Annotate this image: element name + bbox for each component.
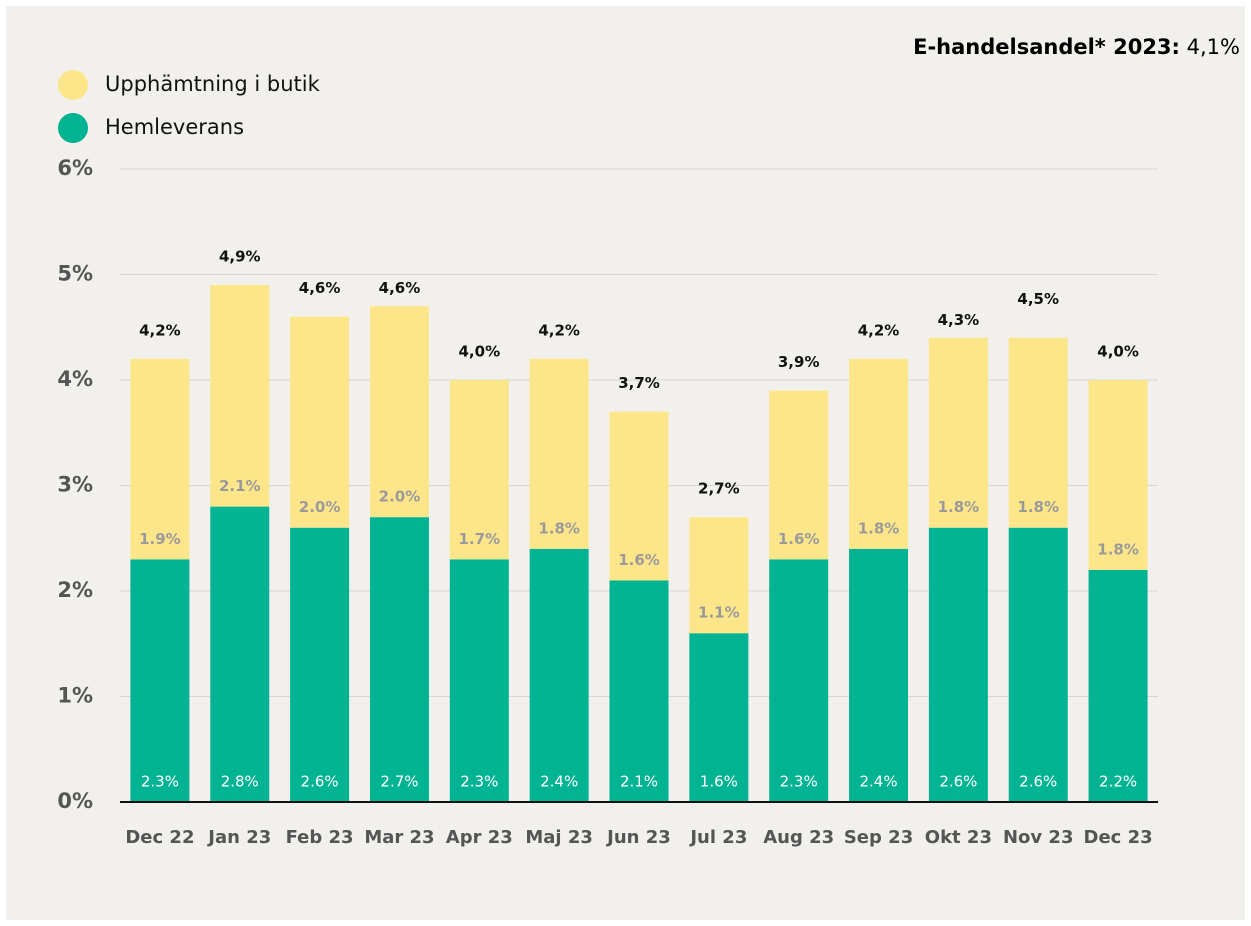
segment-label: 2.2% — [1099, 773, 1137, 791]
bar-segment — [369, 306, 429, 518]
total-label: 4,0% — [459, 343, 501, 361]
x-tick-label: Jun 23 — [605, 827, 671, 848]
x-tick-label: Mar 23 — [364, 827, 434, 848]
annotation-value: 4,1% — [1187, 35, 1240, 59]
bar-segment — [609, 411, 669, 581]
y-tick-label: 1% — [57, 684, 93, 708]
segment-label: 2.0% — [299, 498, 341, 516]
y-tick-label: 3% — [57, 473, 93, 497]
legend-label: Upphämtning i butik — [105, 72, 321, 96]
bar-segment — [210, 506, 270, 802]
segment-label: 2.4% — [859, 773, 897, 791]
y-tick-label: 6% — [57, 156, 93, 180]
segment-label: 1.8% — [1017, 498, 1059, 516]
segment-label: 1.6% — [700, 773, 738, 791]
annotation-label: E-handelsandel* 2023: — [913, 35, 1180, 59]
segment-label: 2.3% — [141, 773, 179, 791]
bar-segment — [290, 527, 350, 802]
bar-segment — [928, 527, 988, 802]
segment-label: 2.7% — [380, 773, 418, 791]
total-label: 3,9% — [778, 353, 820, 371]
x-tick-label: Aug 23 — [763, 827, 834, 848]
x-tick-label: Sep 23 — [844, 827, 913, 848]
total-label: 4,9% — [219, 248, 261, 266]
bar-segment — [849, 548, 909, 802]
segment-label: 1.8% — [938, 498, 980, 516]
segment-label: 1.7% — [459, 530, 501, 548]
bar-segment — [369, 517, 429, 802]
y-tick-label: 2% — [57, 578, 93, 602]
segment-label: 2.6% — [301, 773, 339, 791]
x-tick-label: Jul 23 — [688, 827, 747, 848]
annotation: E-handelsandel* 2023: 4,1% — [913, 35, 1240, 59]
segment-label: 2.8% — [221, 773, 259, 791]
bar-segment — [769, 559, 829, 802]
y-tick-label: 5% — [57, 262, 93, 286]
segment-label: 2.4% — [540, 773, 578, 791]
bar-segment — [609, 580, 669, 802]
legend-swatch — [58, 70, 88, 100]
bar-segment — [529, 548, 589, 802]
x-tick-label: Dec 22 — [125, 827, 194, 848]
total-label: 4,5% — [1017, 290, 1059, 308]
bar-segment — [290, 316, 350, 528]
x-tick-label: Nov 23 — [1003, 827, 1073, 848]
bar-segment — [1088, 569, 1148, 802]
total-label: 4,6% — [299, 279, 341, 297]
segment-label: 2.1% — [620, 773, 658, 791]
segment-label: 1.6% — [778, 530, 820, 548]
bar-segment — [1008, 337, 1068, 528]
total-label: 4,3% — [938, 311, 980, 329]
x-tick-label: Okt 23 — [925, 827, 992, 848]
segment-label: 2.6% — [939, 773, 977, 791]
bar-segment — [689, 517, 749, 634]
segment-label: 1.1% — [698, 604, 740, 622]
y-tick-label: 0% — [57, 789, 93, 813]
legend-label: Hemleverans — [105, 115, 244, 139]
bar-segment — [449, 559, 509, 802]
x-tick-label: Feb 23 — [286, 827, 354, 848]
total-label: 3,7% — [618, 374, 660, 392]
bar-segment — [1008, 527, 1068, 802]
segment-label: 2.3% — [780, 773, 818, 791]
bar-segment — [130, 559, 190, 802]
segment-label: 1.8% — [858, 519, 900, 537]
x-tick-label: Maj 23 — [525, 827, 593, 848]
segment-label: 2.1% — [219, 477, 261, 495]
total-label: 4,2% — [858, 321, 900, 339]
segment-label: 1.8% — [538, 519, 580, 537]
bar-segment — [1088, 380, 1148, 570]
bar-segment — [849, 358, 909, 549]
total-label: 4,2% — [538, 321, 580, 339]
segment-label: 2.6% — [1019, 773, 1057, 791]
total-label: 2,7% — [698, 480, 740, 498]
segment-label: 2.0% — [379, 488, 421, 506]
legend-swatch — [58, 113, 88, 143]
bar-segment — [449, 380, 509, 560]
bar-segment — [928, 337, 988, 528]
x-tick-label: Apr 23 — [446, 827, 513, 848]
segment-label: 2.3% — [460, 773, 498, 791]
bar-segment — [130, 358, 190, 560]
x-tick-label: Dec 23 — [1084, 827, 1153, 848]
total-label: 4,2% — [139, 321, 181, 339]
bar-segment — [769, 390, 829, 560]
bar-segment — [689, 633, 749, 802]
segment-label: 1.8% — [1097, 540, 1139, 558]
bar-segment — [529, 358, 589, 549]
total-label: 4,6% — [379, 279, 421, 297]
total-label: 4,0% — [1097, 343, 1139, 361]
bar-segment — [210, 285, 270, 507]
segment-label: 1.6% — [618, 551, 660, 569]
y-tick-label: 4% — [57, 367, 93, 391]
x-tick-label: Jan 23 — [206, 827, 271, 848]
segment-label: 1.9% — [139, 530, 181, 548]
